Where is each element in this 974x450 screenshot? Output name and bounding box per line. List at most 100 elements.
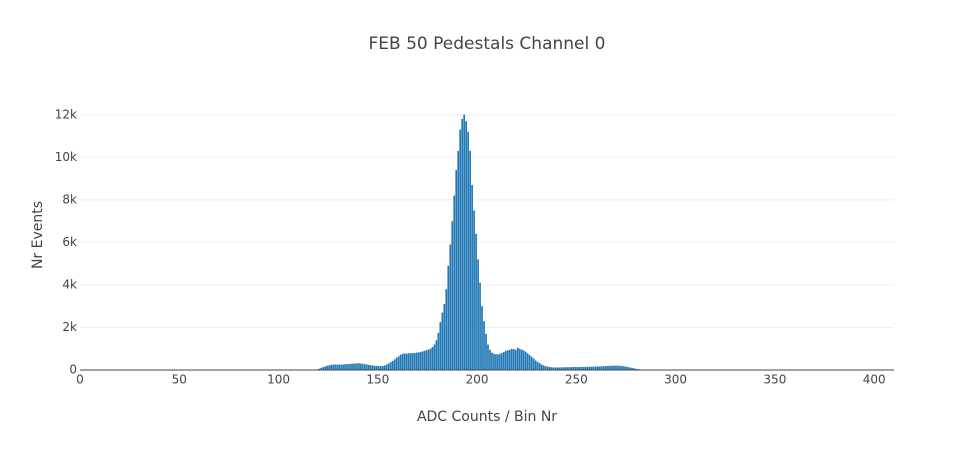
bar	[493, 353, 495, 370]
bar	[530, 356, 533, 370]
bar	[510, 348, 513, 370]
bar	[375, 365, 378, 370]
bar	[371, 365, 374, 370]
bar	[435, 340, 438, 370]
bar	[524, 351, 527, 370]
bar	[328, 365, 331, 370]
bar	[385, 364, 388, 370]
bar	[427, 349, 430, 370]
bar	[455, 170, 458, 370]
bar	[415, 352, 418, 370]
bar	[364, 364, 366, 370]
bar	[360, 363, 362, 370]
bar	[421, 351, 424, 370]
x-tick-label: 400	[863, 373, 886, 387]
bar	[429, 348, 432, 370]
bar	[324, 366, 327, 370]
bar	[318, 368, 321, 370]
bar	[368, 364, 370, 370]
bar	[582, 366, 585, 370]
bar	[443, 304, 446, 370]
bar	[447, 265, 450, 370]
y-tick-label: 0	[69, 363, 77, 377]
bar	[586, 366, 589, 370]
bar	[620, 365, 622, 370]
bar	[614, 365, 616, 370]
bar	[566, 367, 569, 370]
bar	[499, 353, 501, 370]
bar	[409, 353, 412, 370]
bar	[632, 368, 634, 370]
bar	[399, 354, 402, 370]
bar	[544, 366, 547, 370]
bar	[326, 365, 329, 370]
bar	[501, 352, 503, 370]
bar	[395, 357, 398, 370]
bar	[532, 358, 535, 370]
bar	[437, 332, 440, 370]
x-tick-label: 300	[664, 373, 687, 387]
bar	[350, 363, 352, 370]
bar	[362, 363, 364, 370]
bar	[497, 354, 499, 370]
bar	[522, 350, 525, 370]
bar	[491, 352, 493, 370]
bar	[578, 367, 581, 370]
bar	[626, 366, 628, 370]
y-tick-label: 2k	[62, 320, 77, 334]
bar	[570, 367, 573, 370]
bar	[572, 367, 575, 370]
x-tick-label: 200	[466, 373, 489, 387]
x-tick-label: 50	[172, 373, 187, 387]
x-tick-label: 100	[267, 373, 290, 387]
bar	[487, 344, 489, 370]
bar	[332, 364, 334, 370]
bar	[548, 367, 551, 370]
y-tick-label: 8k	[62, 192, 77, 206]
bar	[574, 367, 577, 370]
bar	[344, 364, 346, 370]
bar	[564, 367, 567, 370]
bar	[463, 114, 466, 370]
bar	[592, 366, 595, 370]
x-tick-label: 0	[76, 373, 84, 387]
x-tick-label: 150	[366, 373, 389, 387]
bar	[534, 360, 537, 370]
bar	[441, 312, 444, 370]
bar	[489, 349, 491, 370]
bar	[342, 364, 344, 370]
bar	[419, 352, 422, 370]
bar	[346, 364, 348, 370]
bar	[560, 367, 563, 370]
bar	[512, 349, 515, 370]
bar	[451, 221, 454, 370]
bar	[594, 366, 597, 370]
bar	[568, 367, 571, 370]
bar	[520, 349, 523, 370]
bar	[618, 365, 620, 370]
bar	[413, 352, 416, 370]
bar	[612, 365, 614, 370]
bar	[508, 349, 511, 370]
bar	[387, 363, 390, 370]
bar	[503, 351, 505, 370]
bar	[528, 355, 531, 370]
bar	[622, 366, 624, 370]
bar	[628, 367, 630, 370]
bar	[417, 352, 420, 370]
bar	[540, 364, 543, 370]
bar	[393, 359, 396, 370]
bar	[550, 367, 553, 370]
bar	[604, 366, 606, 370]
bar	[538, 363, 541, 370]
bar	[373, 365, 376, 370]
bar	[405, 353, 408, 370]
bar	[465, 121, 467, 371]
bar	[481, 306, 483, 370]
bar	[546, 366, 549, 370]
bar	[330, 364, 332, 370]
bar	[475, 233, 477, 370]
bar	[536, 361, 539, 370]
bar	[558, 367, 561, 370]
